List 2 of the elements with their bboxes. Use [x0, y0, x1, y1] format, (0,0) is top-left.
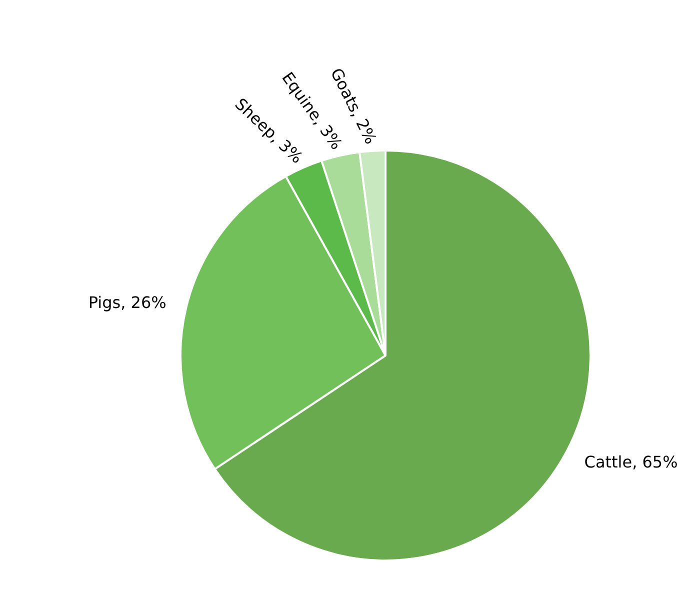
slice-label: Cattle, 65%	[584, 452, 677, 472]
slice-label: Pigs, 26%	[88, 292, 166, 312]
